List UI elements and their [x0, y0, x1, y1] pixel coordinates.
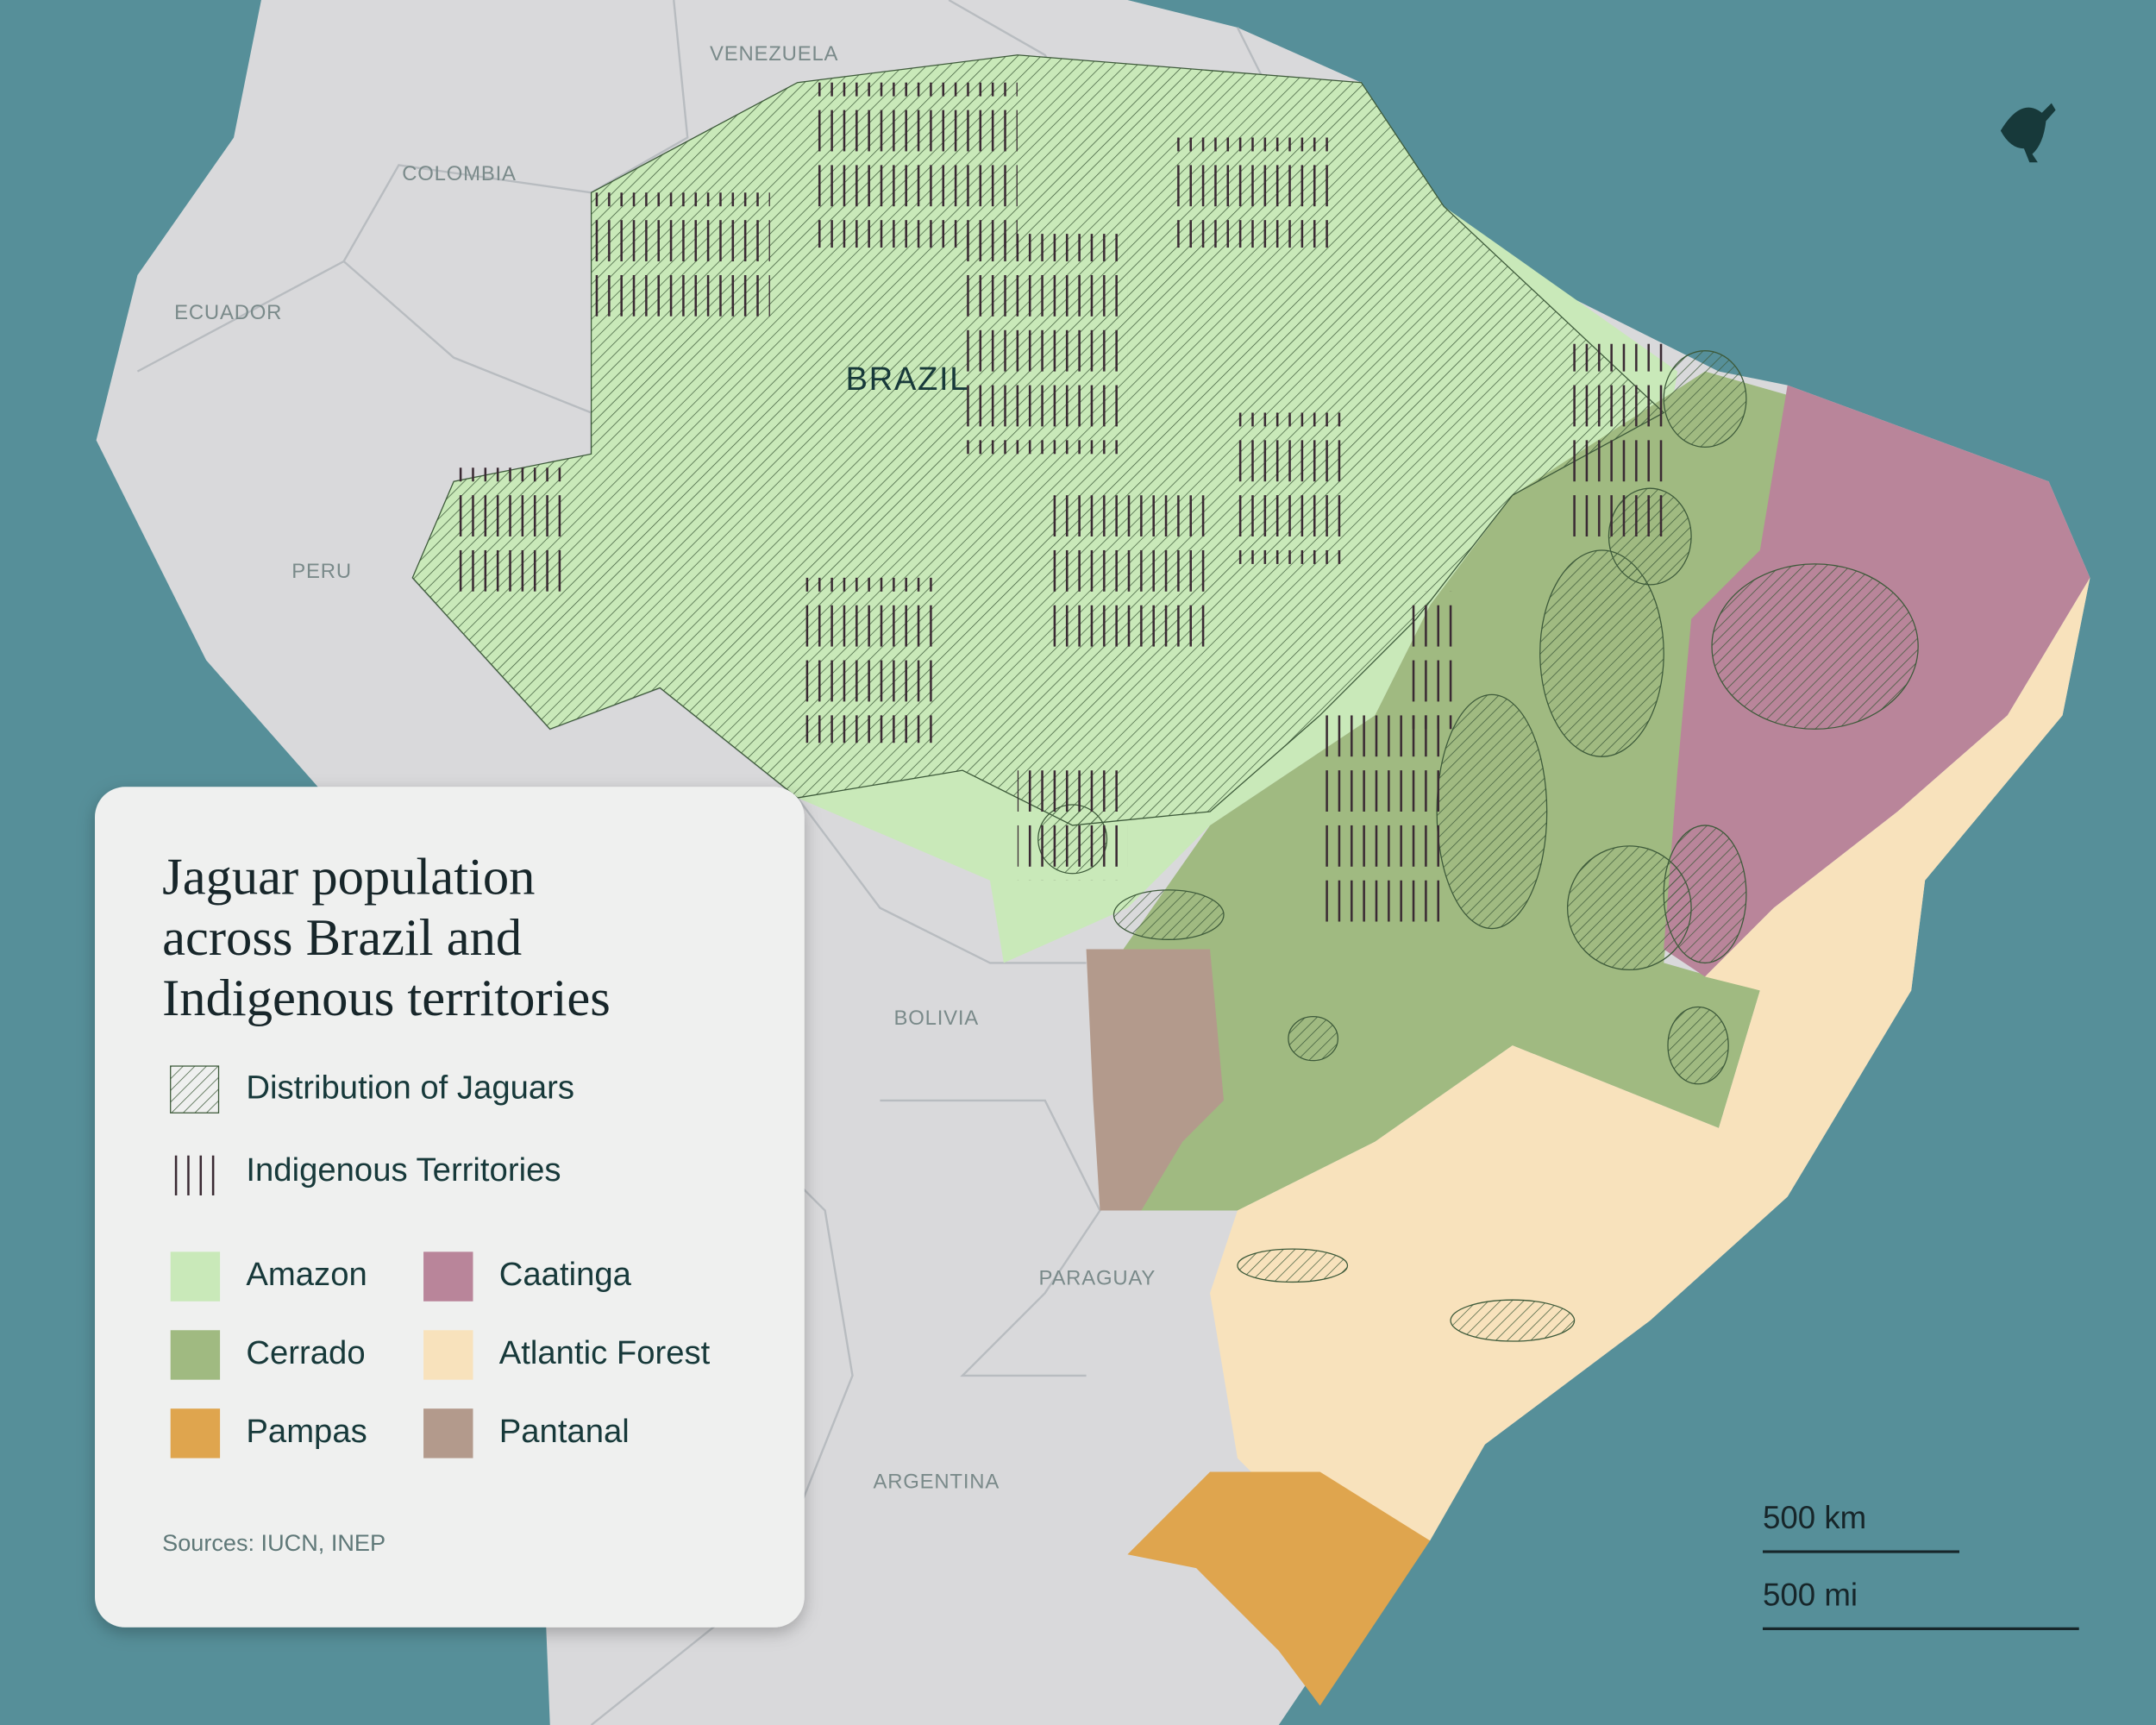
biome-label: Pampas: [246, 1413, 367, 1450]
biome-swatch: [423, 1251, 473, 1302]
biome-swatch: [170, 1330, 221, 1380]
biome-label: Cerrado: [246, 1334, 365, 1371]
pantanal-region: [1086, 949, 1225, 1211]
country-label: VENEZUELA: [710, 42, 838, 66]
legend-title: across Brazil and: [162, 909, 522, 967]
biome-label: Caatinga: [499, 1256, 632, 1293]
biome-swatch: [170, 1408, 221, 1458]
biome-swatch: [423, 1330, 473, 1380]
indigenous-territories: [454, 82, 1664, 922]
pampas-region: [1127, 1471, 1431, 1706]
country-label: ECUADOR: [174, 301, 282, 324]
country-label: ARGENTINA: [873, 1471, 1000, 1494]
overlay-label: Distribution of Jaguars: [246, 1069, 574, 1106]
map-labels: VENEZUELA COLOMBIA ECUADOR PERU BOLIVIA PARAG…: [174, 42, 1156, 1494]
biome-label: Atlantic Forest: [499, 1334, 711, 1371]
legend-title: Jaguar population: [162, 849, 535, 906]
atlantic-forest-region: [1210, 577, 2090, 1541]
brazil-label: BRAZIL: [846, 361, 970, 398]
country-label: COLOMBIA: [402, 162, 517, 185]
overlay-swatch: [170, 1065, 220, 1113]
scale-bar: 500 km 500 mi: [1763, 1500, 2079, 1630]
biome-swatch: [170, 1251, 221, 1302]
biome-label: Amazon: [246, 1256, 367, 1293]
legend-title: Indigenous territories: [162, 969, 611, 1027]
source: Sources: IUCN, INEP: [162, 1529, 385, 1556]
biome-label: Pantanal: [499, 1413, 630, 1450]
country-label: BOLIVIA: [893, 1007, 979, 1030]
scale-label: 500 mi: [1763, 1577, 1858, 1612]
biome-swatch: [423, 1408, 473, 1458]
overlay-swatch: [170, 1148, 219, 1195]
legend-background: [95, 787, 805, 1628]
country-label: PARAGUAY: [1038, 1267, 1156, 1290]
overlay-label: Indigenous Territories: [246, 1151, 561, 1189]
country-label: PERU: [291, 560, 352, 583]
scale-label: 500 km: [1763, 1500, 1866, 1535]
logo: [2000, 103, 2056, 163]
